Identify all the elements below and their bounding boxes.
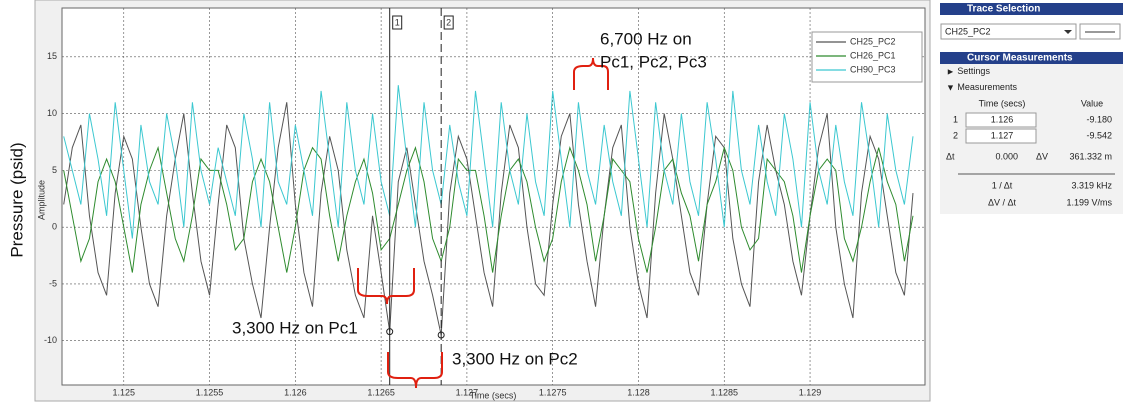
x-tick-label: 1.1285 (710, 387, 738, 397)
y-tick-label: -5 (49, 278, 57, 288)
table-header: Value (1081, 98, 1103, 108)
annotation: 6,700 Hz on (600, 29, 692, 48)
x-tick-label: 1.1255 (196, 387, 224, 397)
time-value: 1.126 (991, 114, 1014, 124)
y-axis-label: Amplitude (36, 180, 46, 220)
bracket-pc2 (387, 352, 443, 389)
derived-value: 3.319 kHz (1071, 180, 1112, 190)
settings-label: Settings (957, 66, 990, 76)
bracket-pc1 (357, 268, 415, 305)
series-line (63, 102, 914, 336)
trace-dropdown[interactable] (940, 23, 1077, 40)
delta-cell: ΔV (1036, 151, 1048, 161)
annotation: 3,300 Hz on Pc1 (232, 318, 358, 337)
cursor-label: 1 (395, 17, 400, 27)
cursor-label: 2 (446, 17, 451, 27)
legend-label: CH26_PC1 (850, 50, 896, 60)
legend-label: CH25_PC2 (850, 36, 896, 46)
row-label: 2 (953, 130, 958, 140)
delta-cell: Δt (946, 151, 955, 161)
cursor-point (437, 331, 445, 339)
annotation: 3,300 Hz on Pc2 (452, 349, 578, 368)
legend-box (811, 31, 923, 83)
settings-toggle[interactable]: ► Settings (946, 66, 990, 76)
x-tick-label: 1.127 (456, 387, 479, 397)
brackets (357, 57, 609, 389)
measurements-label: Measurements (957, 82, 1017, 92)
table-header: Time (secs) (979, 98, 1026, 108)
panel-title: Trace Selection (967, 4, 1040, 15)
series-line (63, 85, 914, 239)
y-tick-label: 15 (47, 51, 57, 61)
y-tick-label: 10 (47, 108, 57, 118)
panel-header (940, 52, 1123, 64)
derived-label: 1 / Δt (992, 180, 1013, 190)
x-tick-label: 1.128 (627, 387, 650, 397)
y-tick-label: -10 (44, 335, 57, 345)
annotation: Pc1, Pc2, Pc3 (600, 52, 707, 71)
panel-title: Cursor Measurements (967, 53, 1073, 64)
x-tick-label: 1.125 (112, 387, 135, 397)
legend-label: CH90_PC3 (850, 64, 896, 74)
time-field (965, 128, 1037, 144)
delta-cell: 361.332 m (1069, 151, 1112, 161)
delta-cell: 0.000 (995, 151, 1018, 161)
derived-label: ΔV / Δt (988, 197, 1017, 207)
plot-area (61, 7, 926, 386)
x-tick-label: 1.1275 (539, 387, 567, 397)
time-field (965, 112, 1037, 128)
y-tick-label: 5 (52, 165, 57, 175)
series-line (63, 145, 914, 273)
x-axis-label: Time (secs) (470, 390, 517, 400)
derived-value: 1.199 V/ms (1066, 197, 1112, 207)
time-value: 1.127 (991, 130, 1014, 140)
outer-y-label: Pressure (psid) (7, 142, 26, 257)
cursor-tag (392, 15, 403, 30)
bracket-high (573, 57, 609, 90)
y-tick-label: 0 (52, 222, 57, 232)
dropdown-value: CH25_PC2 (945, 26, 991, 36)
cursor-value: -9.542 (1086, 130, 1112, 140)
measurements-toggle[interactable]: ▼ Measurements (946, 82, 1017, 92)
panel-header (940, 3, 1123, 15)
x-tick-label: 1.1265 (367, 387, 395, 397)
x-tick-label: 1.129 (799, 387, 822, 397)
cursor-value: -9.180 (1086, 114, 1112, 124)
dropdown-arrow (1064, 30, 1072, 34)
cursor-point (386, 328, 394, 336)
row-label: 1 (953, 114, 958, 124)
cursor-tag (443, 15, 454, 30)
x-tick-label: 1.126 (284, 387, 307, 397)
